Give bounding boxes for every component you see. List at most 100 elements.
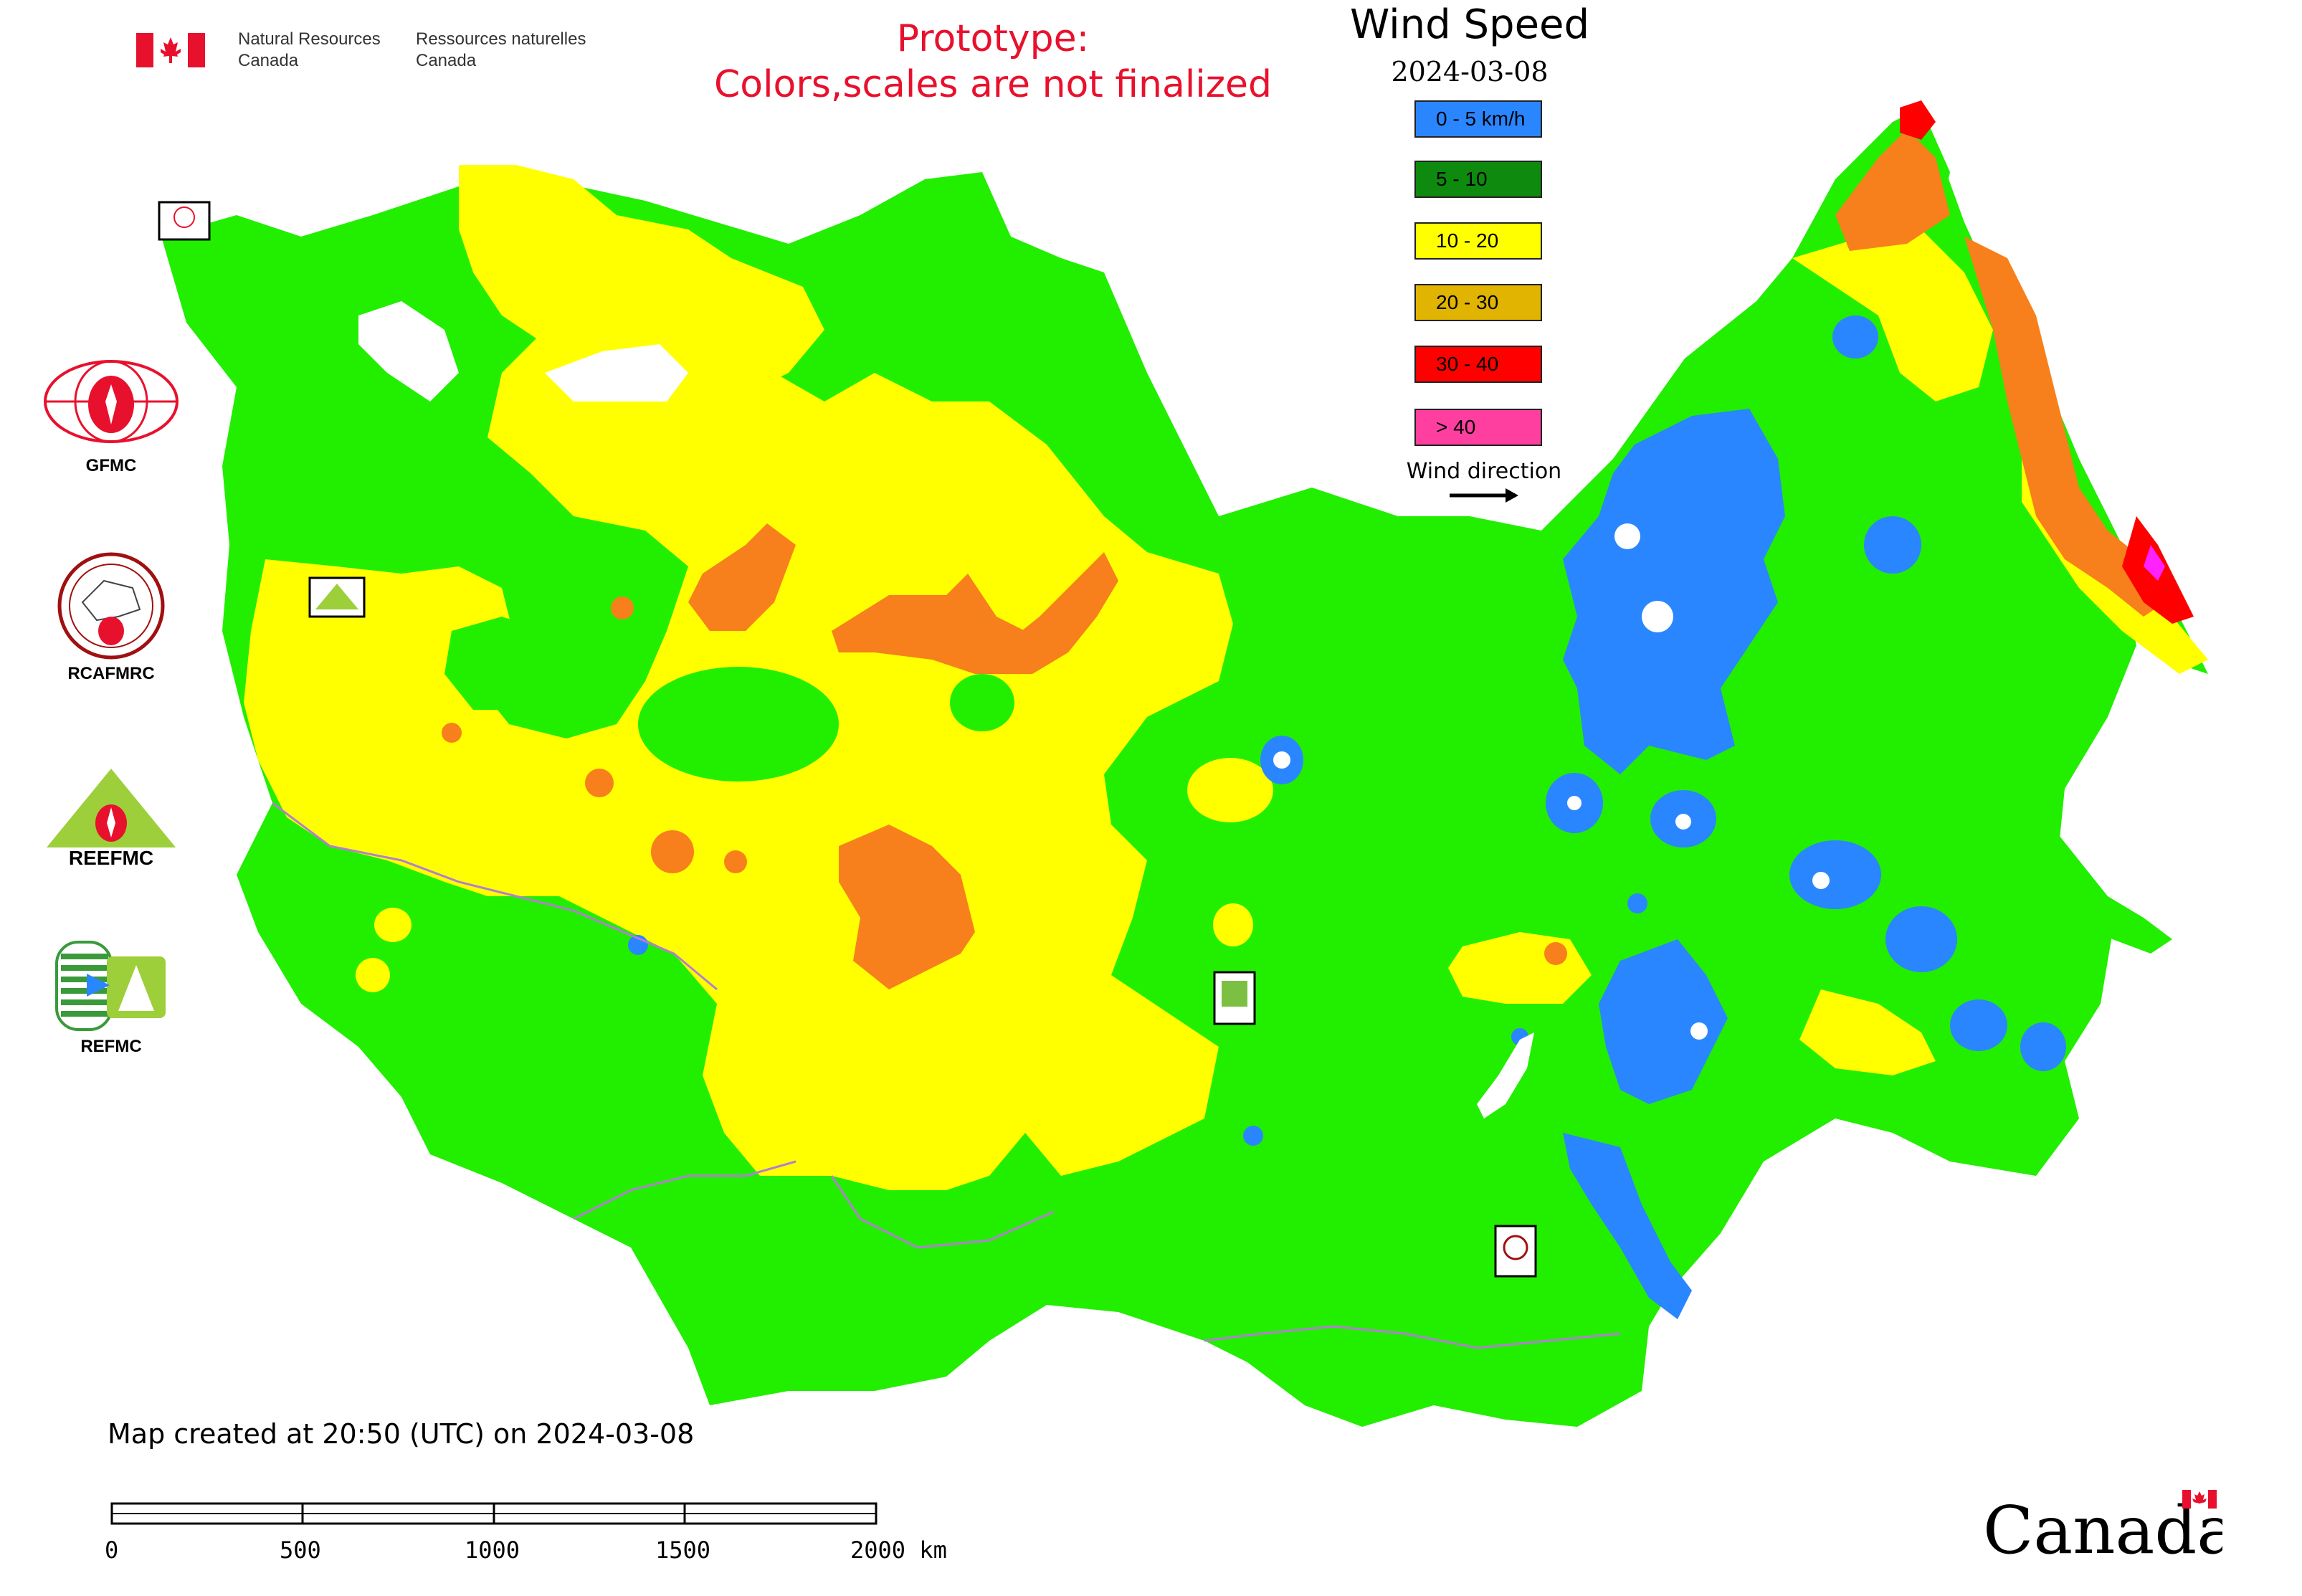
zone-red-kamchatka	[2122, 516, 2194, 624]
zone-blue-patch-1	[1789, 840, 1881, 909]
scale-tick-2000: 2000 km	[850, 1536, 947, 1564]
zone-blue-patch-4	[1546, 773, 1603, 833]
zone-orange-chukotka	[1835, 129, 1950, 251]
logo-refmc: REFMC	[36, 939, 186, 1057]
lake-mark-1	[1642, 601, 1673, 632]
prototype-line1: Prototype:	[896, 17, 1090, 60]
prototype-line2: Colors,scales are not finalized	[713, 63, 1273, 106]
lake-mark-3	[1567, 796, 1582, 810]
legend-title: Wind Speed	[1349, 1, 1590, 48]
zone-green-patch-3	[444, 617, 559, 710]
zone-blue-patch-8	[1950, 999, 2007, 1051]
rcafmrc-label: RCAFMRC	[67, 664, 155, 683]
zone-yellow-east-coast	[1792, 229, 1993, 402]
zone-yellow-patch-3	[374, 908, 412, 942]
zone-magenta-kamchatka	[2144, 545, 2165, 581]
department-name-en: Natural Resources Canada	[238, 29, 381, 72]
legend-class-5-10: 5 - 10	[1414, 161, 1542, 198]
logo-gfmc: GFMC	[36, 358, 186, 476]
wordmark-flag-icon	[2182, 1490, 2217, 1509]
map-badge-gfmc	[158, 201, 211, 241]
country-boundaries	[272, 802, 1621, 1349]
scale-tick-500: 500	[280, 1536, 321, 1564]
zone-yellow-baikal	[1448, 932, 1592, 1004]
zone-green-patch-2	[950, 674, 1014, 731]
rcafmrc-logo-icon	[57, 552, 165, 660]
zone-orange-dot-5	[724, 850, 747, 873]
lake-mark-5	[1273, 751, 1290, 769]
zone-orange-dot-6	[1544, 942, 1567, 965]
zone-yellow-kola	[459, 165, 824, 402]
zone-orange-3	[1004, 552, 1118, 674]
zone-blue-patch-2	[1885, 906, 1957, 972]
zone-yellow-patch-2	[1213, 903, 1253, 946]
legend-date: 2024-03-08	[1391, 56, 1549, 87]
zone-yellow-patch-4	[356, 958, 390, 992]
lake-mark-4	[1675, 814, 1691, 830]
legend-class-20-30: 20 - 30	[1414, 284, 1542, 321]
map-badge-refmc	[1213, 971, 1256, 1025]
zone-green-patch-1	[638, 667, 839, 782]
ladoga-lake	[358, 301, 459, 402]
white-sea	[545, 344, 688, 402]
zone-blue-dot-1	[628, 935, 648, 955]
department-name-fr: Ressources naturelles Canada	[416, 29, 586, 72]
lake-mark-2	[1614, 523, 1640, 549]
zone-orange-4	[839, 825, 975, 989]
zone-blue-patch-9	[2020, 1022, 2066, 1071]
zone-blue-patch-3	[1864, 516, 1921, 574]
department-en-line1: Natural Resources	[238, 29, 381, 49]
department-fr-line1: Ressources naturelles	[416, 29, 586, 49]
refmc-label: REFMC	[80, 1037, 142, 1056]
reefmc-logo-text: REEFMC	[69, 847, 153, 869]
zone-blue-patch-7	[1260, 736, 1303, 784]
zone-blue-yakutia	[1563, 409, 1785, 774]
reefmc-logo-icon: REEFMC	[40, 769, 182, 869]
zone-yellow-amur	[1799, 989, 1936, 1075]
land-kamchatka	[1936, 237, 2208, 674]
zone-orange-1	[688, 523, 796, 631]
zone-blue-patch-6	[1832, 315, 1878, 358]
zone-red-chukotka	[1900, 100, 1936, 140]
zone-orange-dot-2	[442, 723, 462, 743]
zone-orange-2	[832, 574, 1025, 674]
legend-class-over-40: > 40	[1414, 409, 1542, 446]
zone-blue-dot-3	[1243, 1126, 1263, 1146]
logo-reefmc: REEFMC	[36, 767, 186, 875]
legend-class-30-40: 30 - 40	[1414, 346, 1542, 383]
government-header: Natural Resources Canada Ressources natu…	[136, 27, 609, 77]
map-badge-rcafmrc	[1494, 1225, 1537, 1278]
zone-yellow-patch-1	[1187, 758, 1273, 822]
zone-orange-dot-4	[651, 830, 694, 873]
zone-blue-south	[1599, 939, 1728, 1104]
canada-flag-icon	[136, 33, 205, 67]
map-created-caption: Map created at 20:50 (UTC) on 2024-03-08	[108, 1418, 695, 1450]
scale-tick-1000: 1000	[465, 1536, 520, 1564]
legend-class-10-20: 10 - 20	[1414, 222, 1542, 260]
zone-orange-kamchatka	[1964, 237, 2165, 617]
land-chukotka	[1792, 108, 1950, 287]
prototype-notice: Prototype: Colors,scales are not finaliz…	[631, 16, 1355, 108]
zone-yellow-west	[244, 308, 1233, 1190]
scale-bar: 0 500 1000 1500 2000 km	[105, 1502, 947, 1564]
lake-baikal	[1477, 1032, 1534, 1118]
zone-blue-amur	[1563, 1133, 1692, 1319]
lake-mark-6	[1812, 872, 1830, 889]
gfmc-label: GFMC	[85, 456, 137, 475]
zone-blue-dot-2	[1627, 893, 1647, 913]
scale-tick-1500: 1500	[655, 1536, 710, 1564]
logo-rcafmrc: RCAFMRC	[36, 552, 186, 684]
wind-direction-arrow-icon	[1450, 488, 1518, 503]
land-sakhalin	[1993, 796, 2172, 954]
land-base	[161, 143, 2136, 1427]
scale-tick-0: 0	[105, 1536, 118, 1564]
zone-yellow-kamchatka	[2022, 459, 2208, 674]
canada-wordmark-logo: Canada	[1983, 1490, 2222, 1563]
zone-blue-patch-5	[1650, 790, 1716, 847]
zone-orange-dot-1	[611, 597, 634, 619]
zone-orange-dot-3	[585, 769, 614, 797]
department-en-line2: Canada	[238, 51, 299, 70]
refmc-logo-icon	[55, 941, 166, 1031]
department-fr-line2: Canada	[416, 51, 477, 70]
